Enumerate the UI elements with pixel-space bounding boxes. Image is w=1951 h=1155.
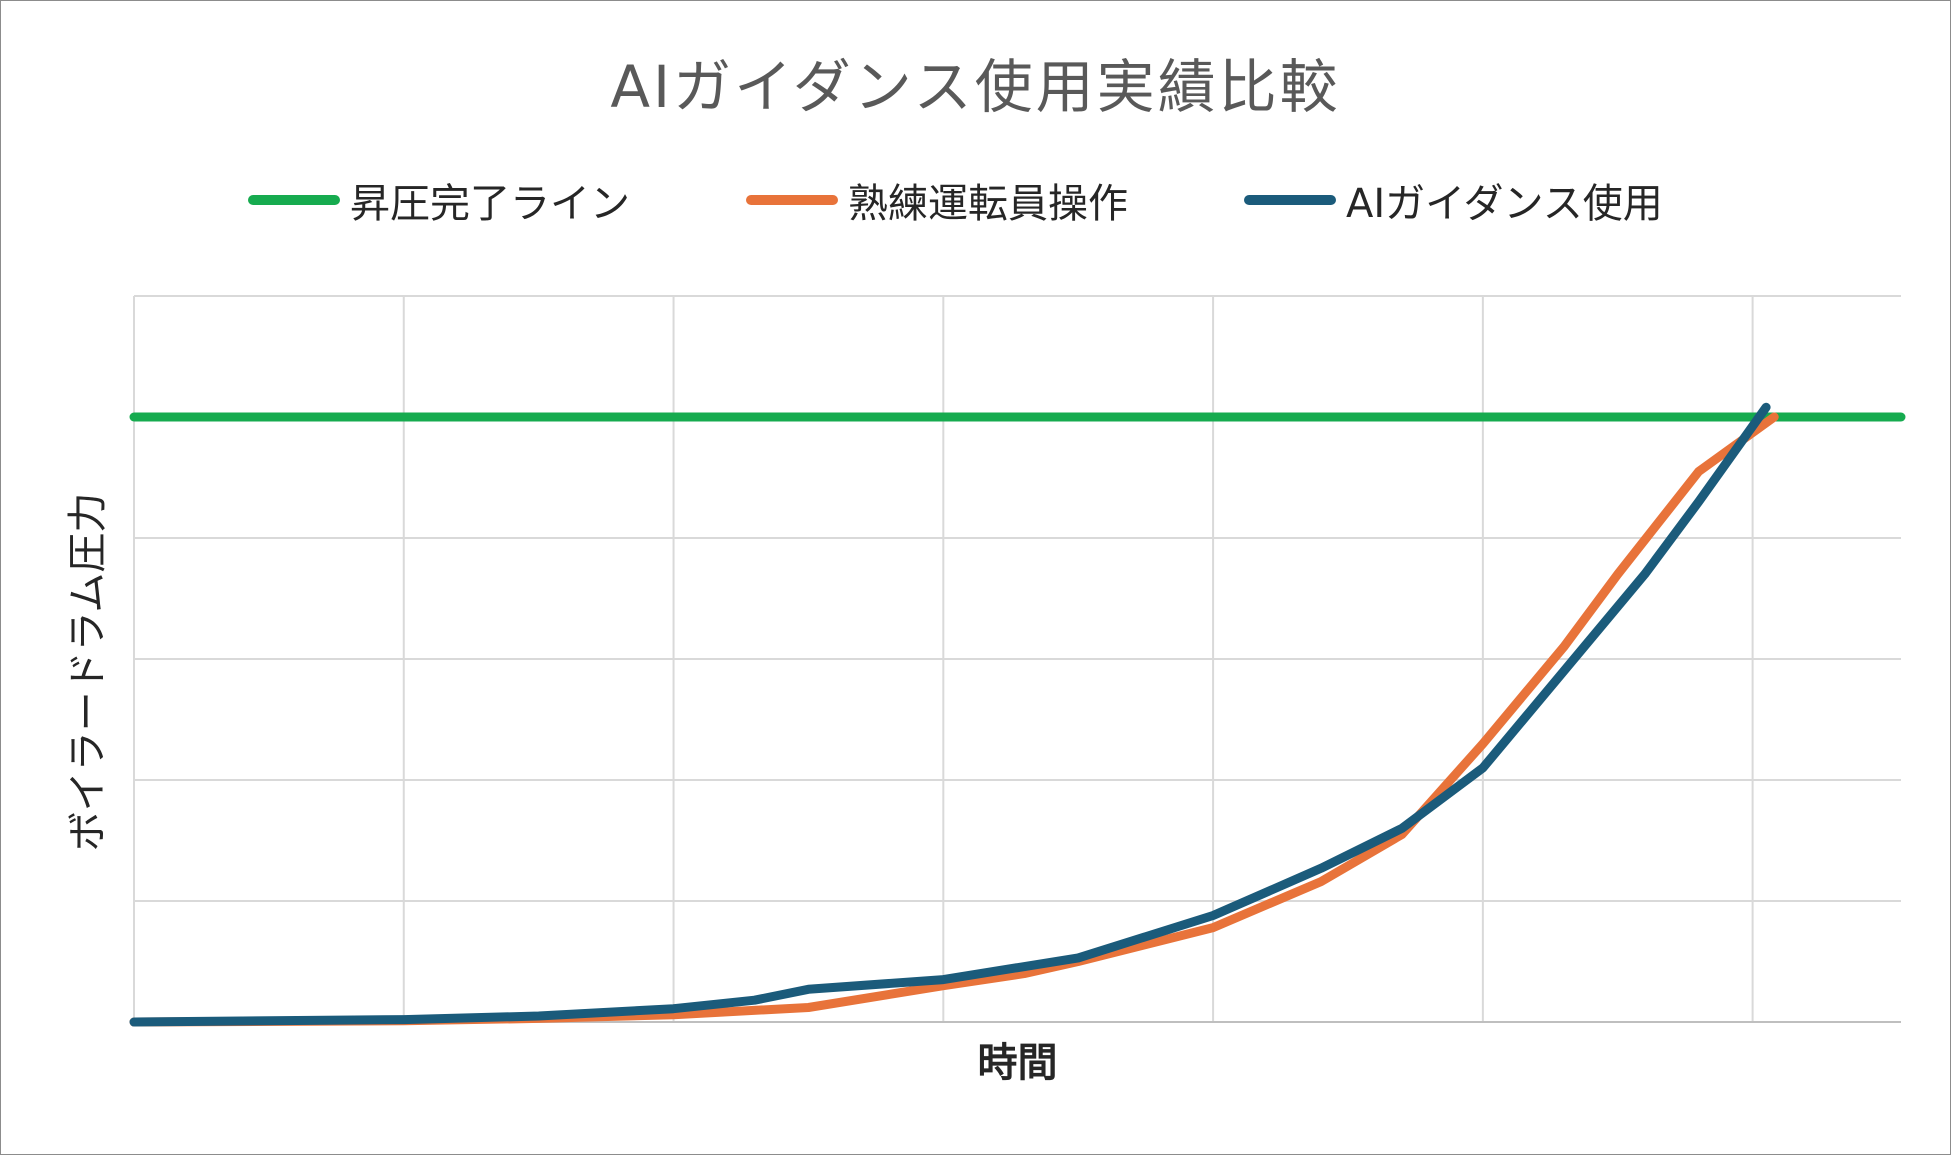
legend-item-ai-guidance[interactable]: AIガイダンス使用 [1244, 170, 1663, 230]
legend: 昇圧完了ライン 熟練運転員操作 AIガイダンス使用 [0, 170, 1951, 230]
chart-title: AIガイダンス使用実績比較 [610, 53, 1341, 121]
legend-label-completion-line: 昇圧完了ライン [350, 181, 630, 227]
x-axis-title: 時間 [977, 1040, 1058, 1086]
legend-swatch-expert-operation [746, 195, 838, 205]
series-line-ai [129, 402, 1771, 1027]
y-axis-title: ボイラードラム圧力 [65, 492, 111, 852]
legend-swatch-ai-guidance [1244, 195, 1336, 205]
legend-label-expert-operation: 熟練運転員操作 [848, 181, 1128, 227]
legend-item-completion-line[interactable]: 昇圧完了ライン [248, 170, 630, 230]
legend-item-expert-operation[interactable]: 熟練運転員操作 [746, 170, 1128, 230]
legend-label-ai-guidance: AIガイダンス使用 [1346, 181, 1663, 227]
legend-swatch-completion-line [248, 195, 340, 205]
